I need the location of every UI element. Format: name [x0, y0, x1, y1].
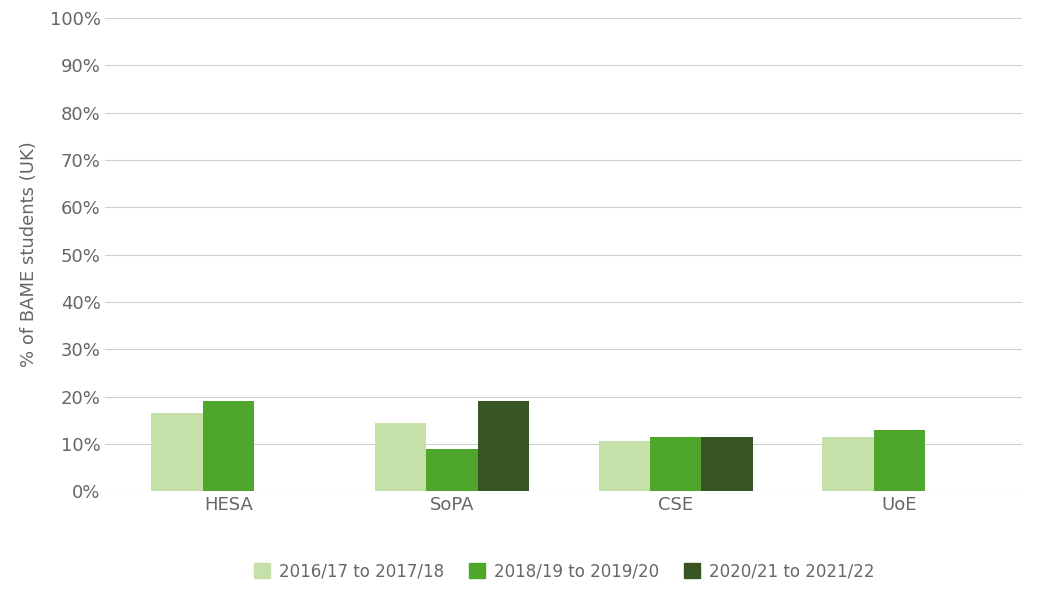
Bar — [650, 437, 702, 491]
Bar — [702, 437, 753, 491]
Y-axis label: % of BAME students (UK): % of BAME students (UK) — [20, 142, 38, 367]
Bar — [477, 401, 529, 491]
Bar — [375, 422, 427, 491]
Legend: 2016/17 to 2017/18, 2018/19 to 2019/20, 2020/21 to 2021/22: 2016/17 to 2017/18, 2018/19 to 2019/20, … — [247, 556, 881, 587]
Bar — [599, 441, 650, 491]
Bar — [427, 449, 477, 491]
Bar — [874, 429, 925, 491]
Bar — [822, 437, 874, 491]
Bar — [152, 413, 202, 491]
Bar — [202, 401, 254, 491]
